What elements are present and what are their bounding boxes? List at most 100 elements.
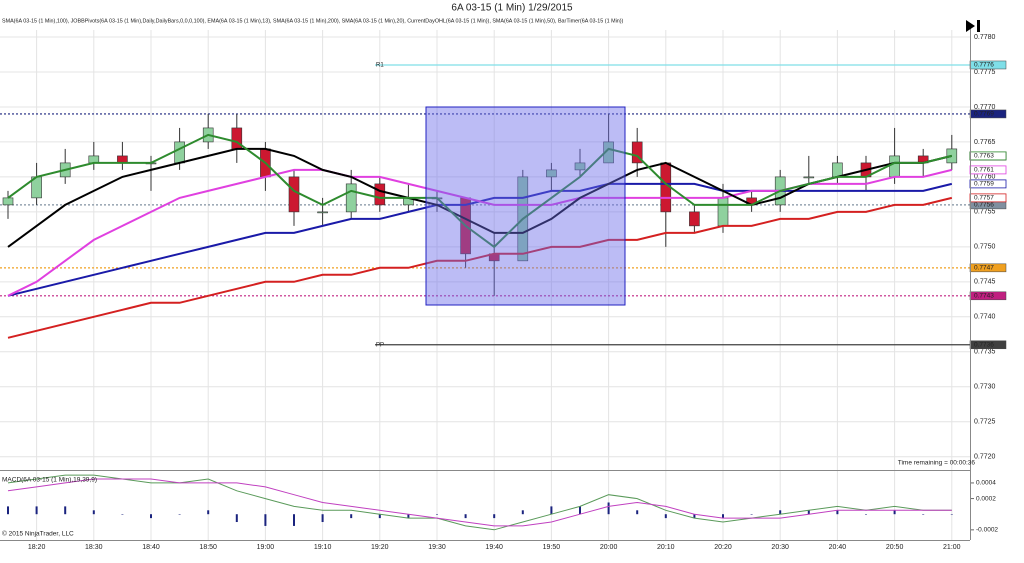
- histogram-bar: [378, 514, 381, 519]
- y-tick-label: 0.0004: [976, 480, 996, 487]
- histogram-bar: [464, 514, 467, 519]
- drawn-rectangle[interactable]: [425, 106, 626, 306]
- histogram-bar: [207, 510, 210, 515]
- chart-title: 6A 03-15 (1 Min) 1/29/2015: [451, 3, 573, 14]
- x-tick-label: 19:10: [314, 544, 332, 551]
- last-value: 0.7763: [974, 153, 994, 160]
- x-tick-label: 19:00: [257, 544, 275, 551]
- histogram-bar: [722, 514, 724, 519]
- bar-timer: Time remaining = 00:00:36: [898, 460, 976, 467]
- x-tick-label: 18:20: [28, 544, 46, 551]
- x-tick-label: 18:30: [85, 544, 103, 551]
- macd-label: MACD(6A 03-15 (1 Min),19,39,9): [2, 477, 97, 484]
- histogram-bar: [436, 514, 438, 515]
- level-value: 0.7743: [974, 293, 994, 300]
- y-tick-label: 0.7775: [974, 69, 996, 76]
- x-tick-label: 19:40: [485, 544, 503, 551]
- x-tick-label: 18:50: [199, 544, 217, 551]
- y-tick-label: 0.7760: [974, 174, 996, 181]
- indicator-line: [7, 474, 952, 531]
- x-tick-label: 20:20: [714, 544, 732, 551]
- y-tick-label: 0.7780: [974, 34, 996, 41]
- last-value: 0.7759: [974, 181, 994, 188]
- histogram-bar: [235, 514, 238, 523]
- y-tick-label: 0.7770: [974, 104, 996, 111]
- x-tick-label: 20:30: [771, 544, 789, 551]
- histogram-bar: [350, 514, 353, 519]
- x-tick-label: 19:30: [428, 544, 446, 551]
- histogram-bar: [865, 514, 867, 515]
- x-tick-label: 20:50: [886, 544, 904, 551]
- histogram-bar: [121, 514, 124, 515]
- histogram-bar: [150, 514, 152, 519]
- y-tick-label: 0.7755: [974, 209, 996, 216]
- level-label: R1: [376, 63, 384, 69]
- copyright: © 2015 NinjaTrader, LLC: [2, 530, 74, 538]
- histogram-bar: [579, 506, 581, 515]
- candle-body: [88, 155, 100, 164]
- play-button[interactable]: [966, 20, 980, 32]
- histogram-bar: [264, 514, 267, 526]
- level-value: 0.7736: [974, 342, 994, 349]
- y-tick-label: 0.7745: [974, 279, 996, 286]
- histogram-bar: [321, 514, 324, 523]
- level-value: 0.7747: [974, 265, 994, 272]
- candle-body: [345, 183, 357, 213]
- histogram-bar: [7, 506, 9, 515]
- last-value: 0.7761: [974, 167, 994, 174]
- histogram-bar: [807, 510, 810, 515]
- plot-area: 0.7720 0.7725 0.7730 0.7735 0.7740 0.7745 0.77…: [0, 30, 1007, 551]
- histogram-bar: [35, 506, 38, 515]
- indicator-line: [7, 133, 953, 249]
- candle-body: [717, 197, 729, 227]
- candle-body: [832, 162, 843, 178]
- x-tick-label: 21:00: [943, 544, 961, 551]
- indicator-line: [7, 196, 953, 339]
- level-value: 0.7756: [974, 202, 994, 209]
- histogram-bar: [293, 514, 295, 526]
- candle-body: [174, 141, 185, 164]
- histogram-bar: [836, 510, 839, 515]
- candle-body: [288, 176, 300, 213]
- histogram-bar: [750, 514, 753, 515]
- y-tick-label: 0.7740: [974, 314, 996, 321]
- level-value: 0.7769: [974, 111, 994, 118]
- play-icon[interactable]: [966, 20, 980, 32]
- y-tick-label: 0.0002: [976, 495, 996, 502]
- histogram-bar: [779, 510, 782, 515]
- histogram-bar: [550, 506, 553, 515]
- y-tick-label: 0.7750: [974, 244, 996, 251]
- candle-body: [231, 127, 243, 150]
- x-tick-label: 20:00: [600, 544, 618, 551]
- y-tick-label: -0.0002: [976, 527, 998, 534]
- x-tick-label: 20:10: [657, 544, 675, 551]
- x-tick-label: 19:50: [543, 544, 561, 551]
- y-tick-label: 0.7765: [974, 139, 996, 146]
- indicator-line: [7, 478, 952, 527]
- histogram-bar: [407, 514, 410, 519]
- histogram-bar: [893, 510, 896, 515]
- level-label: PP: [376, 342, 384, 348]
- histogram-bar: [636, 510, 639, 515]
- candle-body: [546, 169, 557, 178]
- histogram-bar: [521, 510, 524, 515]
- x-tick-label: 19:20: [371, 544, 389, 551]
- candle-body: [117, 155, 128, 164]
- x-tick-label: 18:40: [142, 544, 160, 551]
- y-tick-label: 0.7720: [974, 454, 996, 461]
- histogram-bar: [922, 514, 925, 515]
- histogram-bar: [493, 514, 496, 519]
- candle-body: [2, 197, 14, 206]
- candle-body: [689, 211, 700, 227]
- histogram-bar: [607, 502, 610, 515]
- candle-body: [803, 176, 815, 179]
- histogram-bar: [178, 514, 181, 515]
- histogram-bar: [64, 506, 67, 515]
- histogram-bar: [693, 514, 696, 519]
- candle-body: [574, 162, 586, 171]
- histogram-bar: [950, 514, 953, 515]
- last-value: 0.7757: [974, 195, 994, 202]
- histogram-bar: [664, 514, 667, 519]
